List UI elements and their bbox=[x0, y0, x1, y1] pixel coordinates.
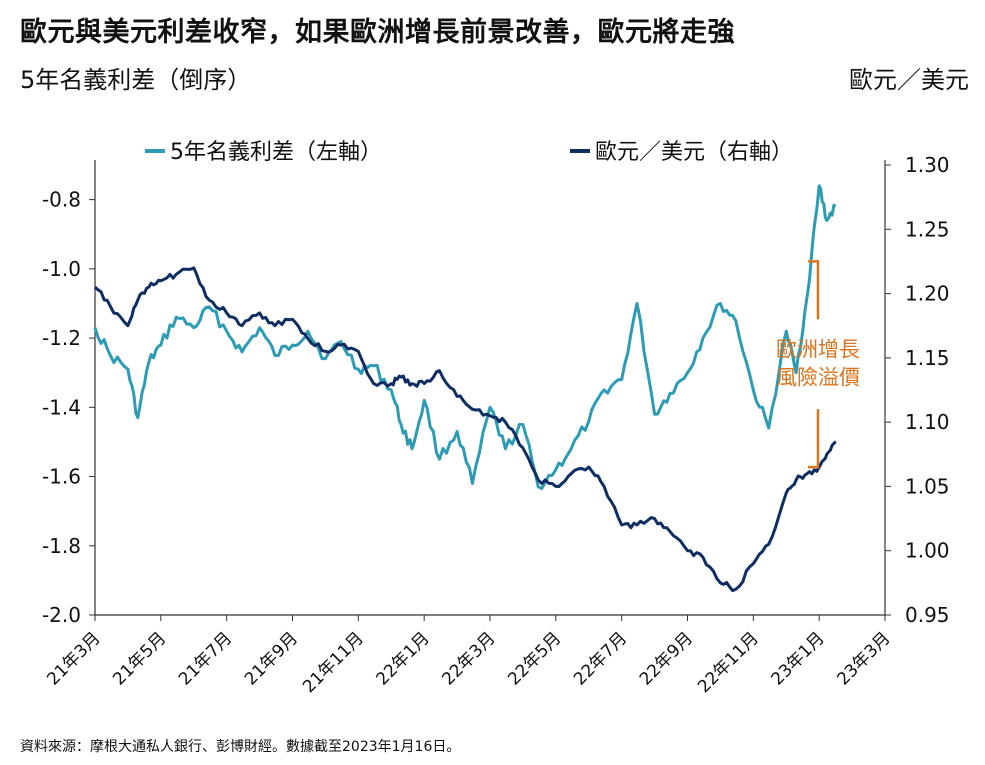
right-tick-label: 1.20 bbox=[905, 282, 950, 306]
dual-axis-line-chart: -0.8 -1.0 -1.2 -1.4 -1.6 -1.8 -2.0 1.30 1.25 1.2… bbox=[42, 140, 950, 697]
annotation-bracket-bottom bbox=[808, 409, 820, 469]
x-tick-label: 21年3月 bbox=[43, 628, 104, 689]
x-tick-label: 22年5月 bbox=[504, 628, 565, 689]
left-tick-label: -1.8 bbox=[42, 534, 81, 558]
right-axis-title: 歐元／美元 bbox=[849, 66, 969, 94]
left-tick-label: -1.4 bbox=[42, 395, 81, 419]
right-tick-label: 1.15 bbox=[905, 346, 950, 370]
right-axis-ticks: 1.30 1.25 1.20 1.15 1.10 1.05 1.00 0.95 bbox=[885, 153, 950, 627]
left-tick-label: -0.8 bbox=[42, 188, 81, 212]
left-axis-ticks: -0.8 -1.0 -1.2 -1.4 -1.6 -1.8 -2.0 bbox=[42, 188, 95, 627]
x-tick-label: 21年9月 bbox=[241, 628, 302, 689]
right-tick-label: 1.05 bbox=[905, 474, 950, 498]
series-layer bbox=[93, 184, 837, 593]
x-tick-label: 21年5月 bbox=[109, 628, 170, 689]
x-tick-label: 23年1月 bbox=[768, 628, 829, 689]
eurusd-series-line bbox=[93, 266, 837, 593]
legend-label-eurusd: 歐元／美元（右軸） bbox=[595, 140, 793, 165]
annotation-bracket-top bbox=[808, 260, 820, 320]
annotation-label-line: 歐洲增長 bbox=[776, 337, 860, 361]
right-tick-label: 1.00 bbox=[905, 539, 950, 563]
x-tick-label: 23年3月 bbox=[833, 628, 894, 689]
left-tick-label: -1.6 bbox=[42, 465, 81, 489]
source-note: 資料來源：摩根大通私人銀行、彭博財經。數據截至2023年1月16日。 bbox=[20, 739, 461, 755]
left-tick-label: -1.0 bbox=[42, 257, 81, 281]
left-tick-label: -2.0 bbox=[42, 603, 81, 627]
x-tick-label: 22年7月 bbox=[570, 628, 631, 689]
chart-legend: 5年名義利差（左軸） 歐元／美元（右軸） bbox=[145, 140, 793, 165]
right-tick-label: 1.30 bbox=[905, 153, 950, 177]
x-tick-label: 22年3月 bbox=[438, 628, 499, 689]
right-tick-label: 1.10 bbox=[905, 410, 950, 434]
annotation-label-line: 風險溢價 bbox=[776, 365, 860, 389]
chart-title: 歐元與美元利差收窄，如果歐洲增長前景改善，歐元將走強 bbox=[20, 17, 735, 48]
left-axis-title: 5年名義利差（倒序） bbox=[20, 66, 252, 94]
legend-label-spread: 5年名義利差（左軸） bbox=[170, 140, 382, 165]
right-tick-label: 0.95 bbox=[905, 603, 950, 627]
spread-series-line bbox=[93, 184, 837, 490]
x-tick-label: 22年1月 bbox=[373, 628, 434, 689]
right-tick-label: 1.25 bbox=[905, 217, 950, 241]
x-tick-label: 22年9月 bbox=[636, 628, 697, 689]
x-tick-label: 22年11月 bbox=[694, 628, 763, 697]
x-tick-label: 21年7月 bbox=[175, 628, 236, 689]
left-tick-label: -1.2 bbox=[42, 326, 81, 350]
x-tick-label: 21年11月 bbox=[299, 628, 368, 697]
